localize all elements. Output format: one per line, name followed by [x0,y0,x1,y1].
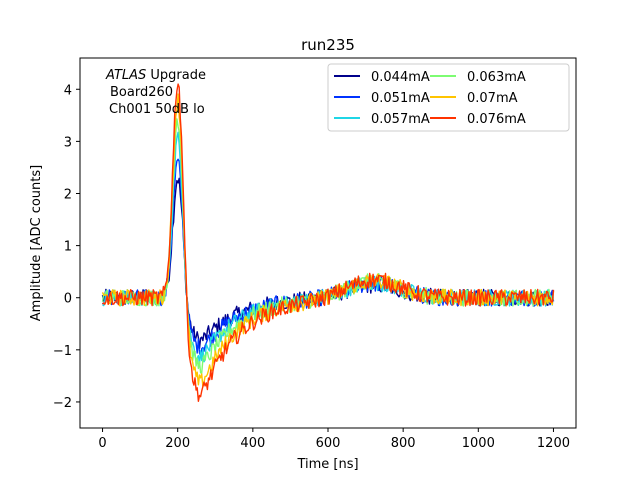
legend: 0.044mA 0.051mA 0.057mA 0.063mA 0.07mA 0.076m… [327,63,570,132]
x-tick-label: 0 [98,436,106,451]
y-tick-label: 1 [64,240,72,255]
x-tick-label: 600 [316,436,341,451]
series-line-4 [101,93,555,388]
x-tick-label: 800 [391,436,416,451]
upgrade-label: Upgrade [146,68,206,83]
y-tick-label: 3 [64,135,72,150]
atlas-annotation: ATLAS Upgrade Board260 Ch001 50dB lo [105,68,206,117]
board-label: Board260 [110,85,173,100]
x-axis-label: Time [ns] [296,457,358,472]
x-tick-label: 400 [240,436,265,451]
y-tick-label: 0 [64,292,72,307]
chart-title: run235 [301,36,355,54]
legend-label: 0.057mA [371,112,430,127]
svg-text:ATLAS Upgrade: ATLAS Upgrade [105,68,206,83]
channel-label: Ch001 50dB lo [109,102,205,117]
legend-label: 0.063mA [467,70,526,85]
legend-label: 0.07mA [467,91,518,106]
x-tick-label: 1200 [537,436,570,451]
y-tick-label: −2 [53,396,72,411]
x-tick-label: 200 [165,436,190,451]
atlas-label: ATLAS [105,68,146,83]
legend-label: 0.076mA [467,112,526,127]
series-line-5 [102,83,555,402]
y-tick-label: 4 [64,83,72,98]
y-tick-label: −1 [53,344,72,359]
y-axis: −2 −1 0 1 2 3 4 [53,83,80,411]
legend-label: 0.051mA [371,91,430,106]
y-tick-label: 2 [64,187,72,202]
y-axis-label: Amplitude [ADC counts] [29,165,44,321]
x-axis: 0 200 400 600 800 1000 1200 [98,428,570,451]
x-tick-label: 1000 [462,436,495,451]
series-layer [101,83,555,402]
legend-label: 0.044mA [371,70,430,85]
